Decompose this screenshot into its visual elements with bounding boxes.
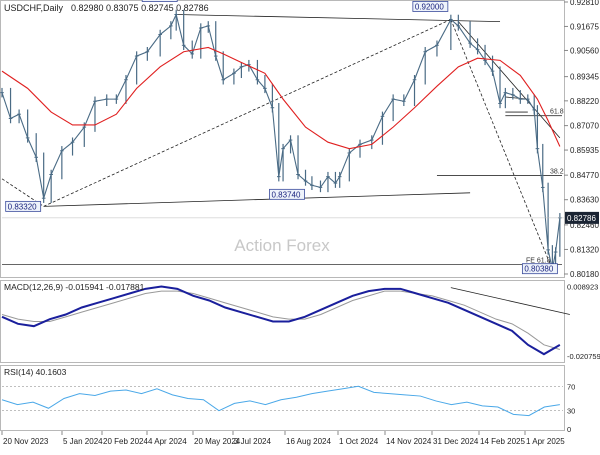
time-tick-label: 20 Nov 2023 [3, 437, 49, 446]
symbol-header: USDCHF,Daily [4, 3, 64, 13]
time-tick-label: 31 Dec 2024 [433, 437, 479, 446]
price-tick-label: 0.90560 [570, 46, 599, 55]
price-axis: 0.92810 0.91675 0.90560 0.89345 0.88220 0.870… [2, 0, 599, 279]
time-tick-label: 20 May 2024 [194, 437, 241, 446]
annotation-box [521, 263, 558, 275]
price-tick-label: 0.84770 [570, 171, 599, 180]
fib-label: 38.2 [550, 169, 564, 176]
price-tick-label: 0.82460 [570, 221, 599, 230]
time-tick-label: 1 Oct 2024 [339, 437, 379, 446]
price-tick-label: 0.89345 [570, 73, 599, 82]
time-tick-label: 3 Jul 2024 [234, 437, 271, 446]
price-annotations: 0.92230 0.92000 0.83320 0.83740 0.80380 [5, 0, 558, 275]
macd-header: MACD(12,26,9) -0.015941 -0.017881 [4, 282, 145, 292]
rsi-panel: 70 30 0 [1, 382, 575, 434]
time-tick-label: 16 Aug 2024 [286, 437, 331, 446]
price-tick-label: 0.92810 [570, 0, 599, 7]
macd-signal-line [1, 290, 561, 350]
time-tick-label: 1 Apr 2025 [526, 437, 565, 446]
rsi-line [1, 385, 560, 417]
price-tick-label: 0.83630 [570, 196, 599, 205]
price-tick-label: 0.87070 [570, 122, 599, 131]
fib-label: 61.8 [550, 109, 564, 116]
current-price-label: 0.82786 [567, 214, 596, 223]
price-tick-label: 0.85935 [570, 146, 599, 155]
price-tick-label: 0.88220 [570, 97, 599, 106]
trendline [450, 19, 553, 270]
macd-panel: 0.008923 -0.020759 [1, 283, 600, 361]
price-tick-label: 0.80180 [570, 270, 599, 279]
annotation-label: 0.80380 [524, 265, 553, 274]
time-tick-label: 20 Feb 2024 [103, 437, 148, 446]
annotation-label: 0.83740 [272, 190, 301, 199]
ohlc-header: 0.82980 0.83075 0.82745 0.82786 [71, 3, 209, 13]
annotation-box [412, 1, 449, 12]
current-price-badge [565, 211, 599, 224]
rsi-tick-label: 70 [567, 382, 575, 391]
annotation-box [269, 188, 305, 200]
moving-average [1, 46, 561, 150]
trendline [43, 19, 452, 207]
annotation-label: 0.92230 [144, 0, 173, 1]
macd-panel-frame [0, 280, 565, 363]
rsi-panel-frame [0, 365, 565, 431]
time-axis: 20 Nov 2023 5 Jan 2024 20 Feb 2024 4 Apr 20… [1, 431, 565, 446]
sma-line [1, 46, 561, 150]
rsi-tick-label: 30 [567, 407, 575, 416]
price-tick-label: 0.81320 [570, 245, 599, 254]
annotation-label: 0.92000 [415, 2, 444, 11]
trendline [43, 192, 471, 207]
trendline [176, 14, 501, 22]
annotation-box [5, 200, 42, 212]
annotation-box [141, 0, 178, 2]
time-tick-label: 5 Jan 2024 [63, 437, 103, 446]
rsi-tick-label: 0 [567, 425, 571, 434]
macd-line [1, 285, 561, 356]
watermark: Action Forex [234, 236, 330, 255]
time-tick-label: 4 Apr 2024 [148, 437, 187, 446]
price-line [1, 12, 561, 270]
price-tick-label: 0.91675 [570, 22, 599, 31]
price-series [0, 9, 562, 274]
macd-tick-label: 0.008923 [567, 283, 598, 292]
macd-tick-label: -0.020759 [567, 352, 600, 361]
fib-label: FE 61.8 [526, 258, 551, 265]
annotation-label: 0.83320 [8, 202, 37, 211]
main-panel-frame [0, 0, 565, 278]
rsi-header: RSI(14) 40.1603 [4, 367, 67, 377]
time-tick-label: 14 Nov 2024 [386, 437, 432, 446]
macd-trendline [450, 287, 570, 315]
time-tick-label: 14 Feb 2025 [480, 437, 525, 446]
trendline [458, 21, 561, 139]
trendlines [1, 14, 561, 270]
